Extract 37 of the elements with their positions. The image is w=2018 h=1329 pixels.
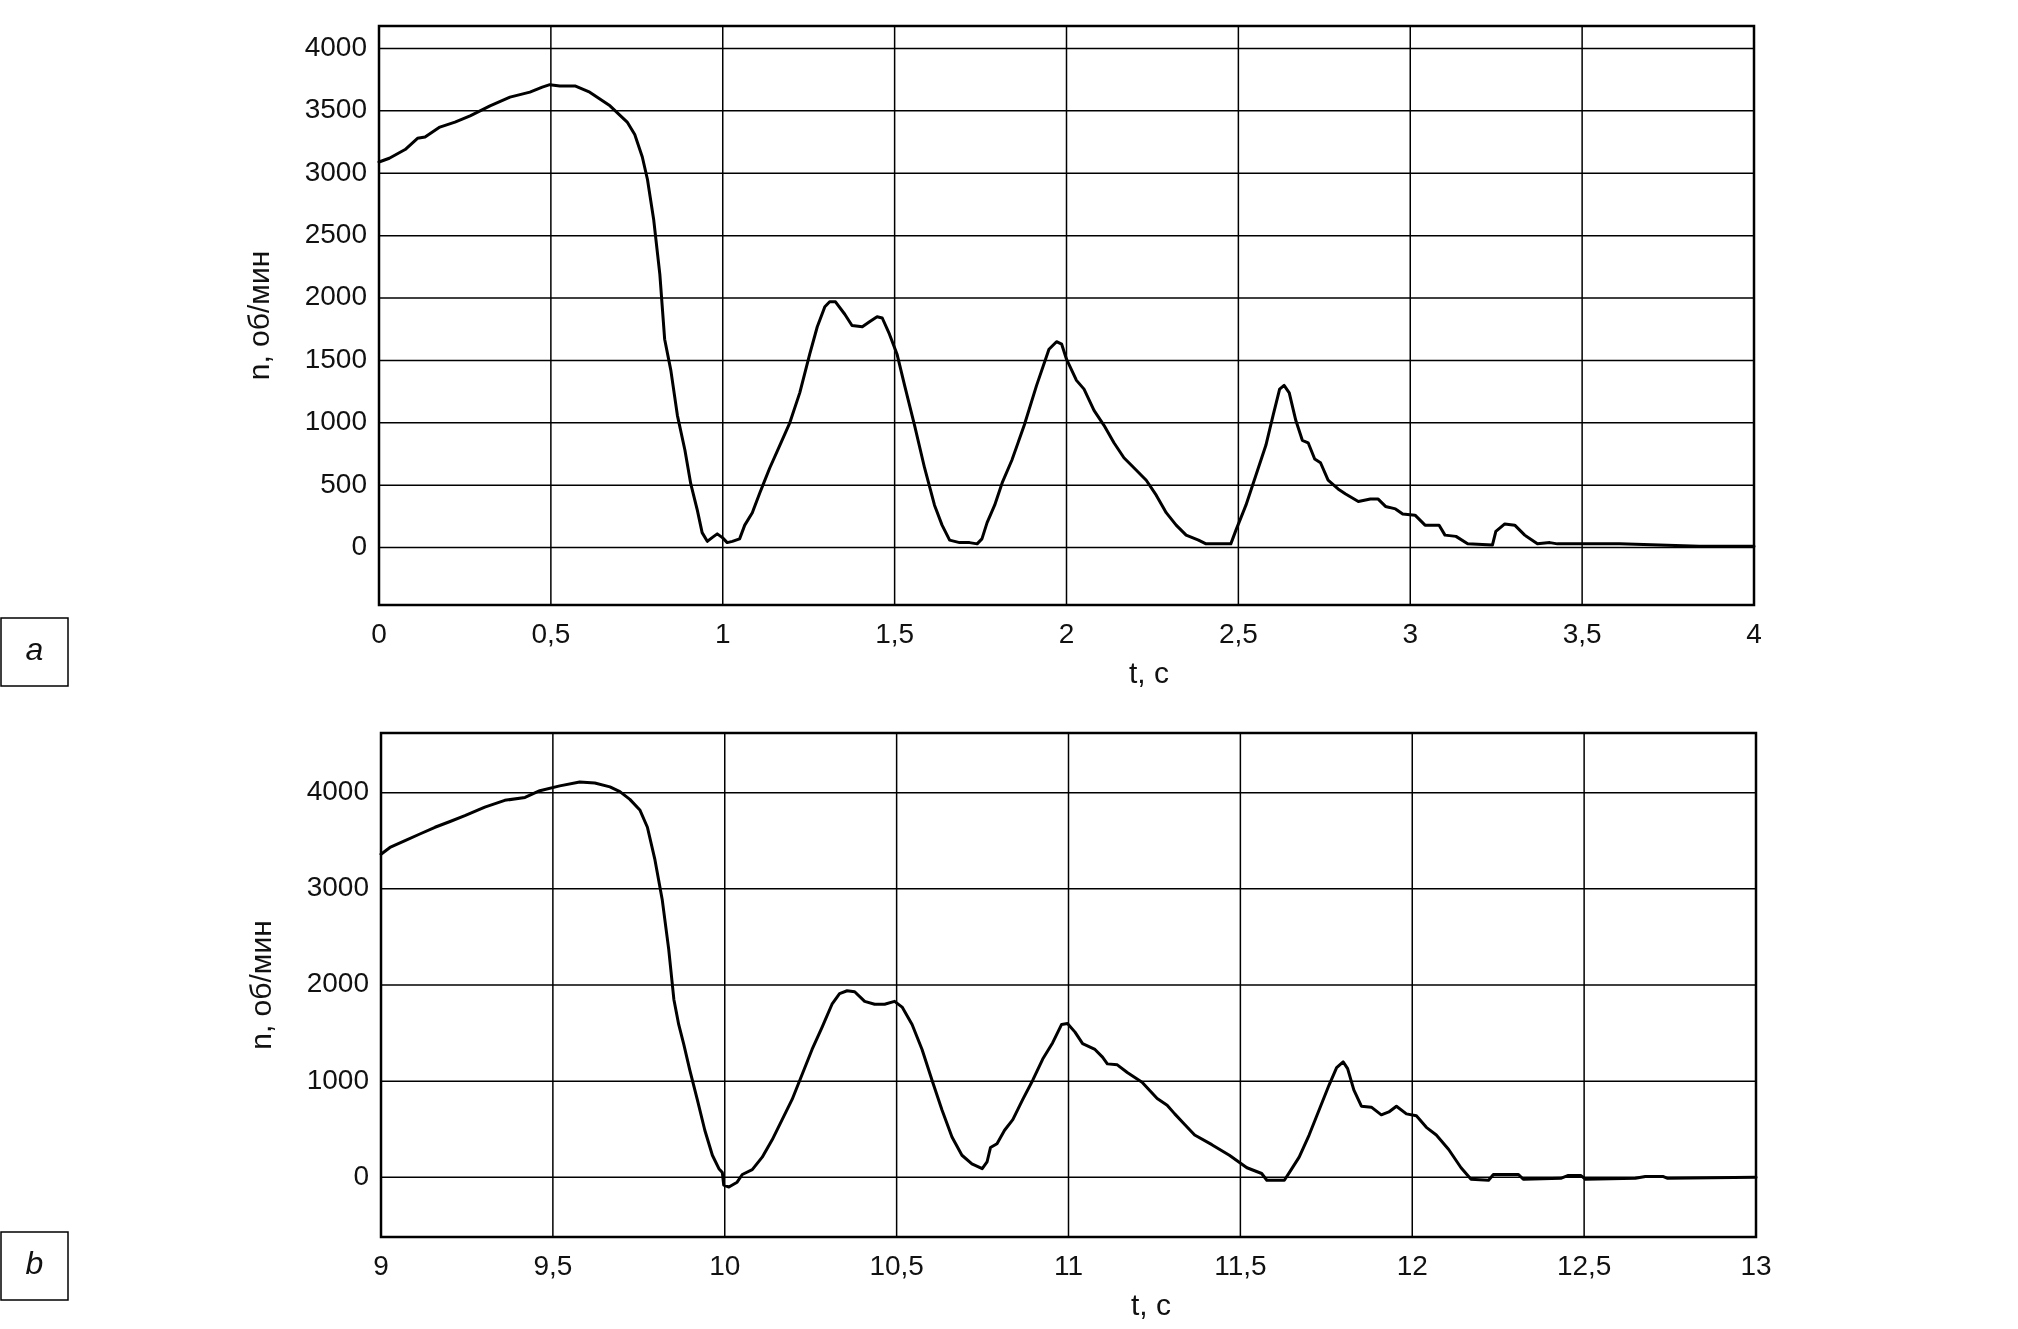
x-tick-label: 11 bbox=[1053, 1250, 1084, 1282]
y-tick-label: 4000 bbox=[306, 775, 369, 807]
x-tick-label: 12 bbox=[1396, 1250, 1428, 1282]
y-tick-label: 1000 bbox=[304, 405, 367, 437]
x-tick-label: 3 bbox=[1402, 618, 1419, 650]
x-tick-label: 4 bbox=[1746, 618, 1762, 650]
y-tick-label: 3000 bbox=[304, 155, 367, 187]
y-tick-label: 500 bbox=[320, 467, 367, 499]
y-tick-label: 3000 bbox=[306, 871, 369, 903]
y-tick-label: 2000 bbox=[306, 967, 369, 999]
x-tick-label: 10,5 bbox=[869, 1250, 924, 1282]
y-tick-label: 1000 bbox=[306, 1063, 369, 1095]
x-tick-label: 12,5 bbox=[1556, 1250, 1612, 1282]
x-tick-label: 2 bbox=[1058, 618, 1075, 650]
x-axis-title: t, с bbox=[1128, 655, 1170, 689]
y-axis-title: n, об/мин bbox=[243, 920, 277, 1050]
x-axis-title: t, с bbox=[1130, 1287, 1172, 1321]
x-tick-label: 0,5 bbox=[531, 618, 571, 650]
x-tick-label: 9,5 bbox=[533, 1250, 573, 1282]
y-tick-label: 1500 bbox=[304, 342, 367, 374]
y-tick-label: 2500 bbox=[304, 218, 367, 250]
x-tick-label: 2,5 bbox=[1218, 618, 1258, 650]
x-tick-label: 10 bbox=[709, 1250, 741, 1282]
y-tick-label: 0 bbox=[353, 1159, 369, 1191]
x-tick-label: 9 bbox=[373, 1250, 389, 1282]
x-tick-label: 11,5 bbox=[1214, 1250, 1267, 1282]
x-tick-label: 3,5 bbox=[1562, 618, 1602, 650]
y-tick-label: 3500 bbox=[304, 93, 367, 125]
y-axis-title: n, об/мин bbox=[241, 250, 275, 381]
text: a bbox=[25, 631, 44, 668]
text: b bbox=[25, 1245, 44, 1282]
y-tick-label: 0 bbox=[351, 529, 367, 561]
x-tick-label: 1 bbox=[714, 618, 731, 650]
x-tick-label: 1,5 bbox=[875, 618, 915, 650]
y-tick-label: 2000 bbox=[304, 280, 367, 312]
x-tick-label: 13 bbox=[1740, 1250, 1772, 1282]
y-tick-label: 4000 bbox=[304, 30, 367, 62]
